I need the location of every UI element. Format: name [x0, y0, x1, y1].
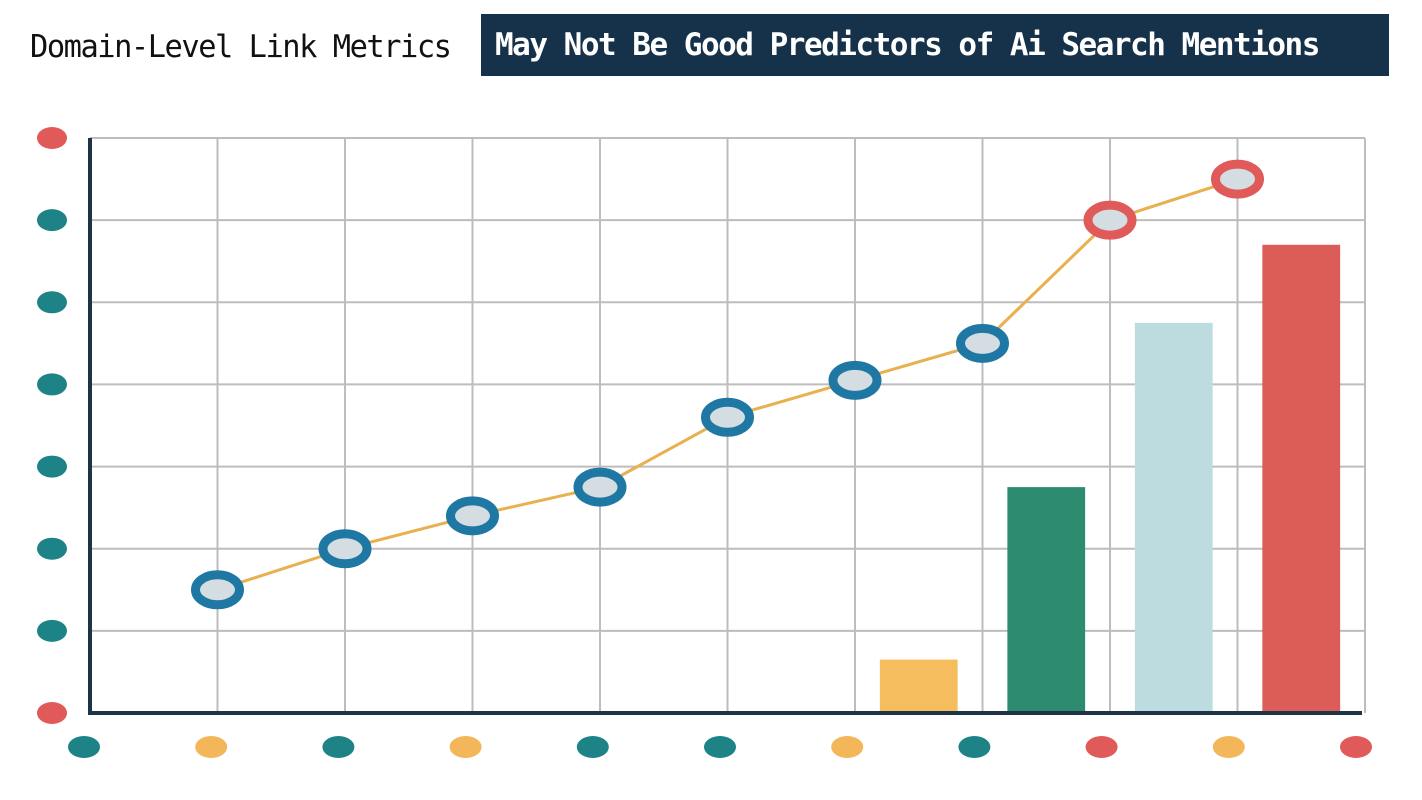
data-point	[318, 529, 372, 569]
bar	[879, 659, 958, 713]
y-axis-dot	[37, 291, 67, 314]
bars	[879, 244, 1341, 714]
x-axis-dot	[958, 736, 991, 758]
x-axis-dot	[195, 736, 228, 758]
bar	[1262, 244, 1341, 714]
x-axis-dot	[68, 736, 100, 758]
y-axis-dot	[37, 373, 67, 396]
data-point	[956, 323, 1009, 363]
chart-title-plain: Domain-Level Link Metrics	[30, 29, 452, 65]
chart-title-banner: May Not Be Good Predictors of Ai Search …	[481, 14, 1389, 76]
y-axis-dot	[37, 619, 67, 642]
data-point	[1083, 200, 1137, 240]
x-axis-dot	[449, 736, 482, 758]
x-axis-dot	[831, 736, 864, 758]
y-axis-dot	[37, 209, 67, 232]
y-axis-dots	[37, 127, 67, 724]
data-point	[828, 360, 882, 400]
data-point	[446, 496, 499, 536]
y-axis-dot	[37, 127, 67, 149]
bar	[1007, 487, 1086, 713]
series	[191, 159, 1264, 610]
axes	[88, 138, 1362, 715]
x-axis-dot	[1085, 736, 1118, 758]
x-axis-dot	[1212, 736, 1245, 758]
data-point	[1211, 159, 1264, 199]
x-axis-dot	[576, 736, 609, 758]
y-axis-dot	[37, 455, 67, 478]
data-point	[191, 570, 244, 610]
y-axis-dot	[37, 537, 67, 560]
x-axis-dot	[704, 736, 736, 758]
data-point	[573, 467, 627, 507]
y-axis-dot	[37, 702, 67, 724]
chart-title-highlight: May Not Be Good Predictors of Ai Search …	[495, 27, 1320, 63]
data-point	[701, 397, 754, 437]
bar	[1134, 322, 1213, 713]
x-axis-dot	[1340, 736, 1372, 758]
x-axis-dots	[68, 736, 1372, 758]
x-axis-dot	[322, 736, 355, 758]
